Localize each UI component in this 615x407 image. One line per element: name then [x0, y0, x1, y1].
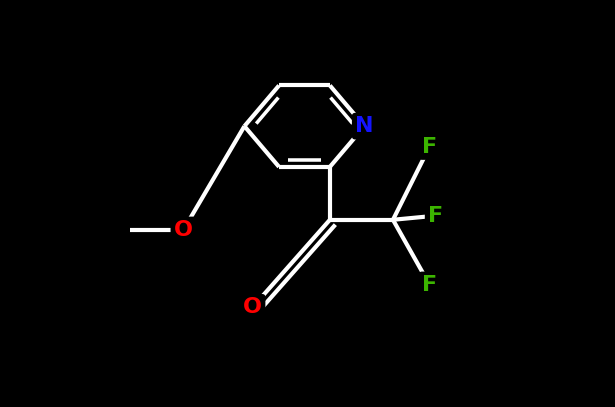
Text: O: O — [174, 220, 193, 240]
Text: N: N — [355, 116, 374, 136]
Text: F: F — [422, 136, 437, 157]
Text: F: F — [428, 206, 443, 226]
Text: O: O — [243, 297, 262, 317]
Text: F: F — [422, 275, 437, 295]
